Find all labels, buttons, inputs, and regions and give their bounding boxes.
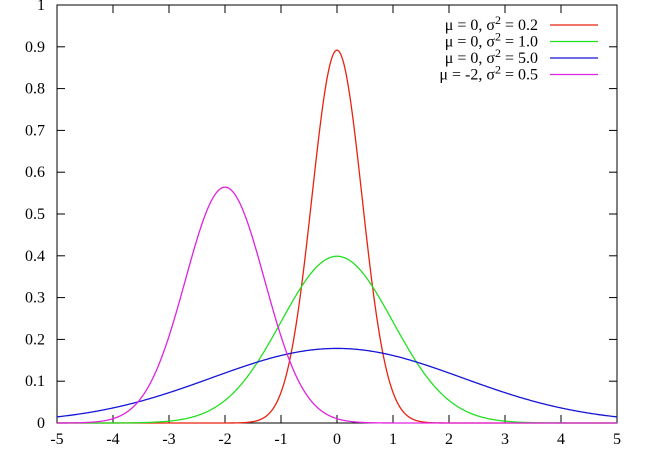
y-tick-label: 0.3: [25, 290, 45, 307]
legend: μ = 0, σ2 = 0.2μ = 0, σ2 = 1.0μ = 0, σ2 …: [439, 13, 598, 84]
series-curves: [56, 49, 618, 424]
series-line-2: [56, 347, 618, 418]
x-tick-label: -4: [106, 431, 119, 448]
y-tick-label: 0.7: [25, 122, 45, 139]
y-tick-label: 0: [37, 415, 45, 432]
y-tick-label: 0.5: [25, 206, 45, 223]
x-tick-label: 1: [389, 431, 397, 448]
y-tick-label: 0.4: [25, 248, 45, 265]
y-tick-label: 0.6: [25, 164, 45, 181]
y-tick-label: 0.8: [25, 81, 45, 98]
legend-label-3: μ = -2, σ2 = 0.5: [439, 63, 538, 84]
y-tick-label: 0.1: [25, 373, 45, 390]
legend-label-2: μ = 0, σ2 = 5.0: [445, 46, 538, 67]
axis-ticks: -5 -4 -3 -2 -1 0 1 2 3 4 5 0 0.1 0.2 0.3 0.4 0.5 0.6 0.7 0.…: [25, 0, 621, 448]
series-line-0: [57, 49, 617, 424]
x-tick-label: -2: [218, 431, 231, 448]
x-tick-label: -3: [162, 431, 175, 448]
legend-label-1: μ = 0, σ2 = 1.0: [445, 30, 538, 51]
x-tick-label: 4: [557, 431, 565, 448]
y-tick-label: 0.2: [25, 331, 45, 348]
series-line-3: [57, 186, 617, 424]
x-tick-label: 2: [445, 431, 453, 448]
x-tick-label: 0: [333, 431, 341, 448]
y-tick-label: 1: [37, 0, 45, 14]
x-tick-label: 3: [501, 431, 509, 448]
legend-label-0: μ = 0, σ2 = 0.2: [445, 13, 538, 34]
x-tick-label: -1: [274, 431, 287, 448]
y-tick-label: 0.9: [25, 39, 45, 56]
x-tick-label: 5: [613, 431, 621, 448]
x-tick-label: -5: [50, 431, 63, 448]
